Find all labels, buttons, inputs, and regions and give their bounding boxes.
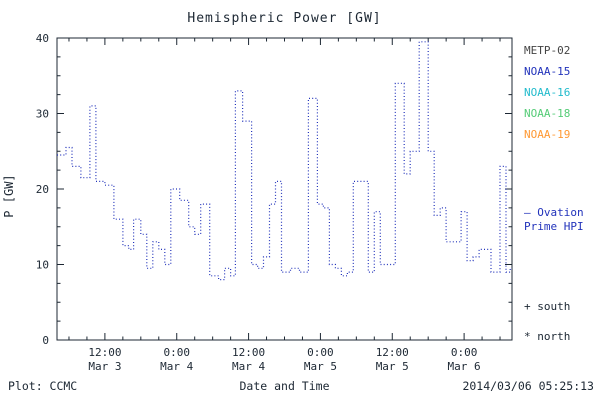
- satellite-legend: METP-02 NOAA-15 NOAA-16 NOAA-18 NOAA-19: [524, 44, 570, 149]
- x-tick-date-label: Mar 4: [232, 360, 265, 373]
- y-tick-label: 40: [36, 32, 49, 45]
- x-tick-date-label: Mar 3: [88, 360, 121, 373]
- x-tick-date-label: Mar 6: [448, 360, 481, 373]
- legend-entry-noaa-18: NOAA-18: [524, 107, 571, 120]
- legend-entry-metp-02: METP-02: [524, 44, 571, 57]
- chart-title: Hemispheric Power [GW]: [187, 11, 382, 26]
- plot-timestamp: 2014/03/06 05:25:13: [462, 379, 594, 393]
- x-tick-date-label: Mar 5: [304, 360, 337, 373]
- x-tick-date-label: Mar 4: [160, 360, 193, 373]
- y-tick-label: 0: [42, 334, 49, 347]
- legend-entry-noaa-19: NOAA-19: [524, 128, 571, 141]
- legend-entry-noaa-15: NOAA-15: [524, 65, 571, 78]
- legend-entry-noaa-16: NOAA-16: [524, 86, 571, 99]
- ovation-label-line1: – Ovation: [524, 206, 584, 219]
- x-tick-time-label: 12:00: [232, 346, 265, 359]
- ovation-prime-label: – Ovation Prime HPI: [524, 206, 584, 234]
- y-tick-label: 10: [36, 259, 49, 272]
- plot-credit: Plot: CCMC: [8, 379, 78, 393]
- north-marker-legend: * north: [524, 330, 571, 343]
- y-axis-label: P [GW]: [2, 174, 16, 218]
- y-tick-label: 20: [36, 183, 49, 196]
- hpi-step-line: [57, 41, 512, 281]
- plot-frame: [56, 37, 513, 341]
- y-tick-label: 30: [36, 108, 49, 121]
- x-tick-time-label: 0:00: [307, 346, 334, 359]
- south-marker-legend: + south: [524, 300, 571, 313]
- x-tick-time-label: 0:00: [451, 346, 478, 359]
- x-tick-date-label: Mar 5: [376, 360, 409, 373]
- x-tick-time-label: 0:00: [163, 346, 190, 359]
- x-tick-time-label: 12:00: [88, 346, 121, 359]
- ovation-label-line2: Prime HPI: [524, 220, 584, 233]
- x-tick-time-label: 12:00: [376, 346, 409, 359]
- x-axis-label: Date and Time: [239, 379, 330, 393]
